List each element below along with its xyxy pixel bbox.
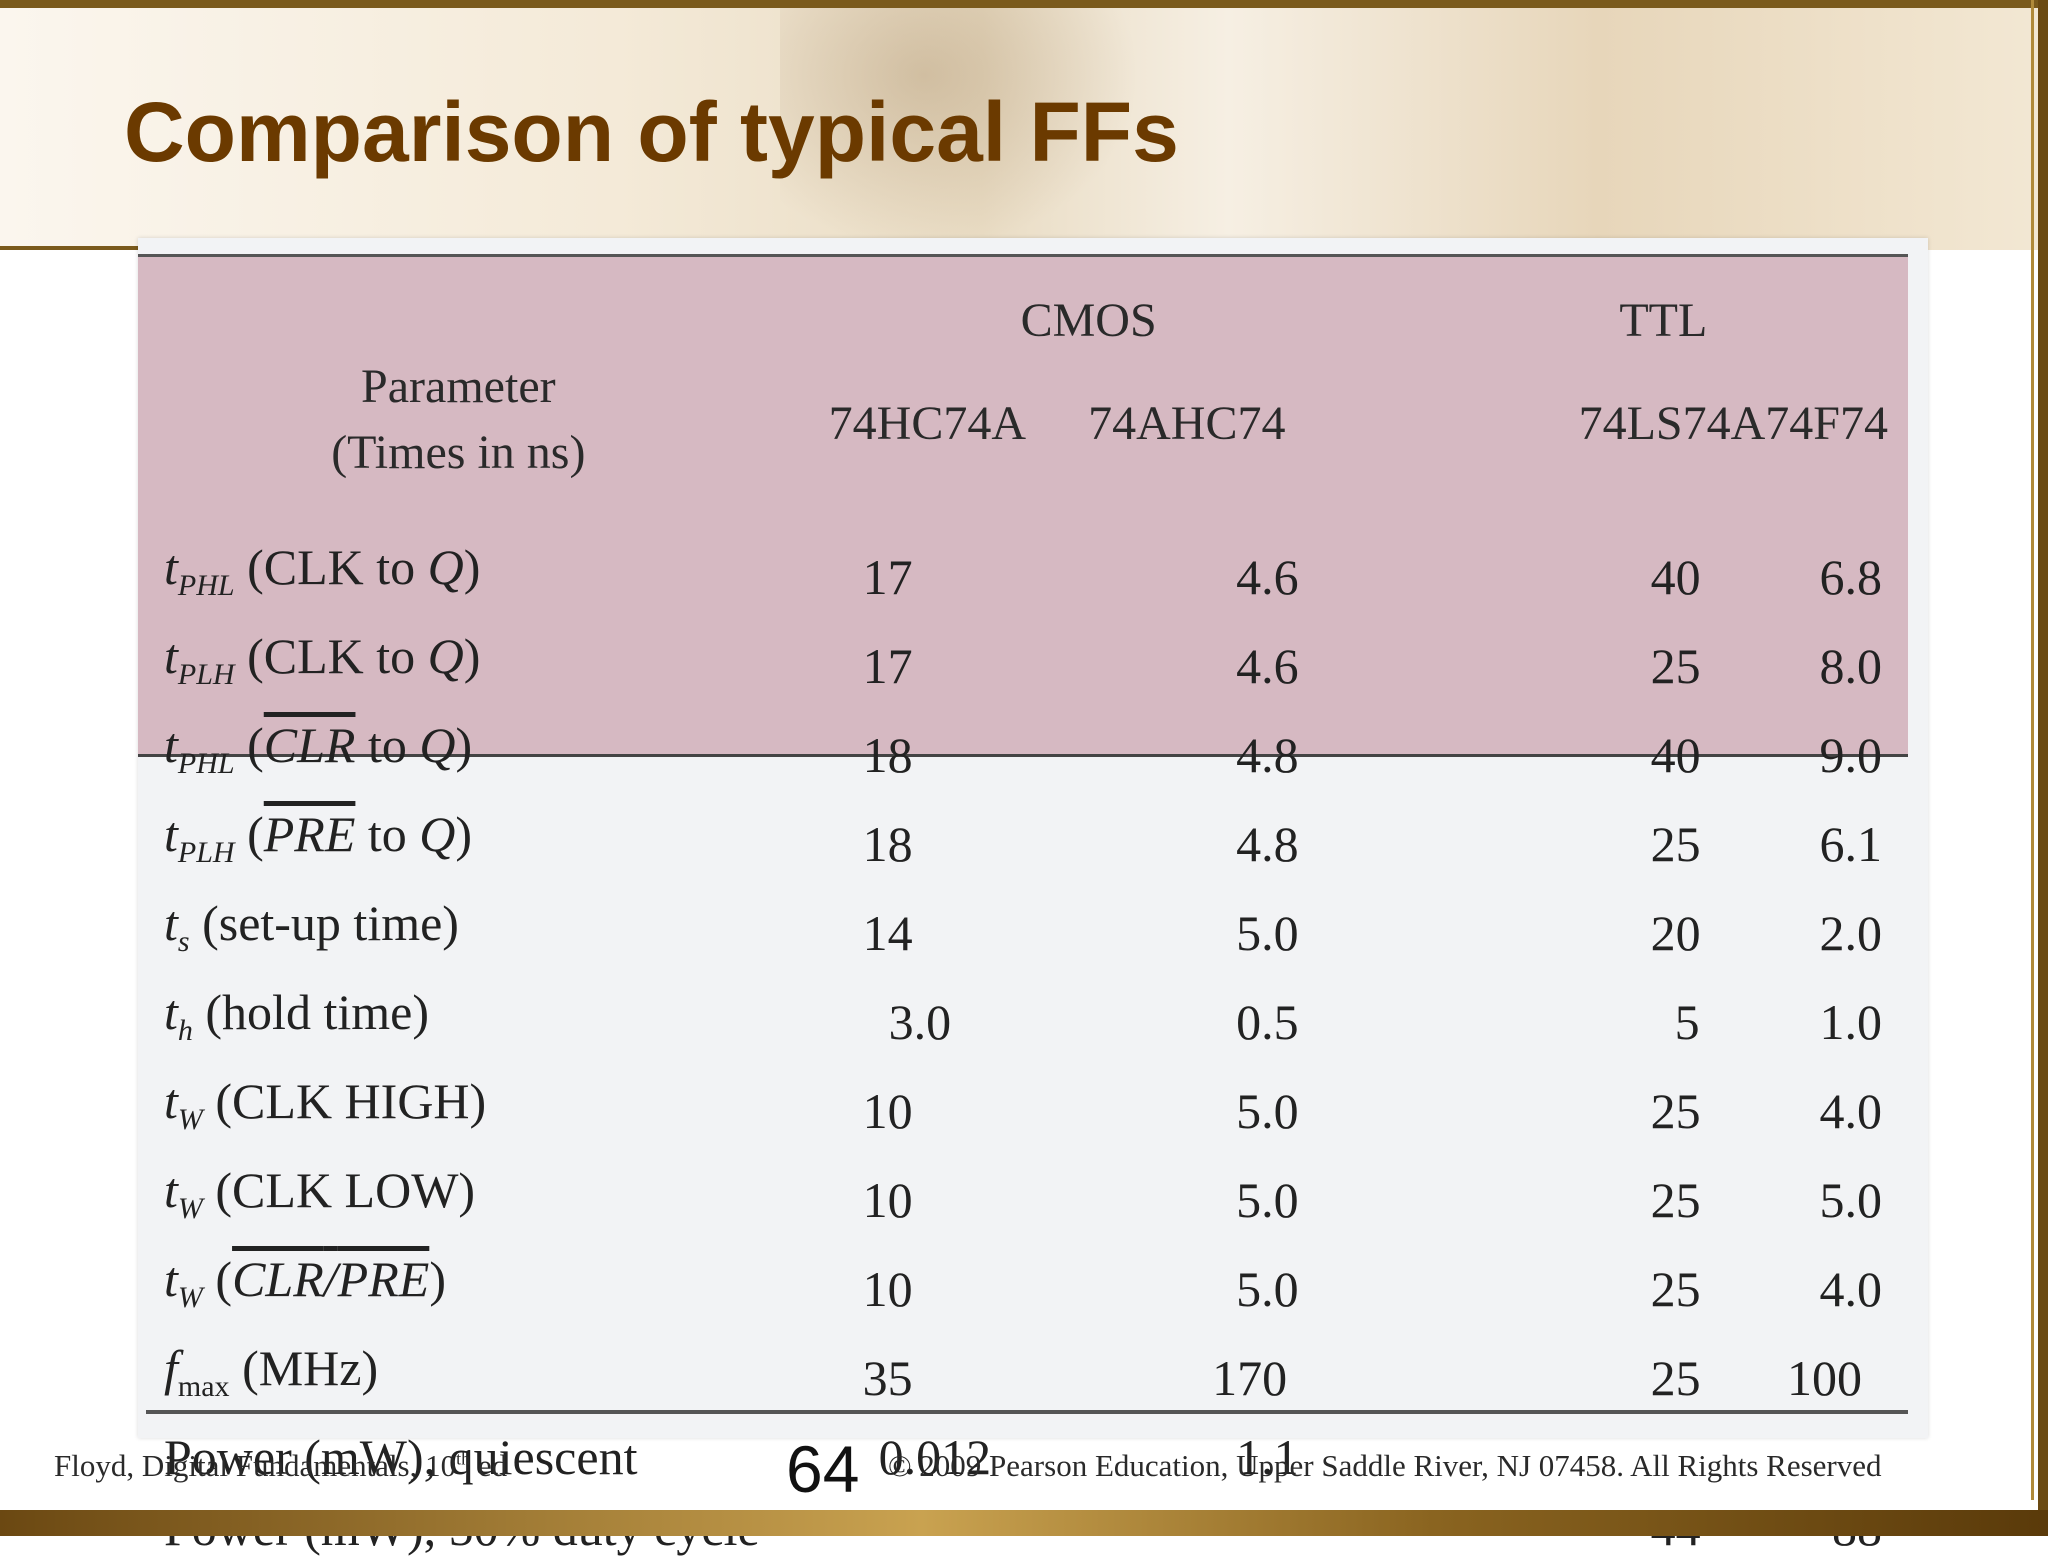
top-border <box>0 0 2048 8</box>
right-border-inner <box>2031 0 2034 1500</box>
cell-74hc74a: 18 <box>779 799 1088 888</box>
cell-74ahc74: 5.0 <box>1088 1155 1358 1244</box>
cell-74ahc74: 4.8 <box>1088 710 1358 799</box>
cell-74hc74a: 10 <box>779 1244 1088 1333</box>
row-label: th (hold time) <box>138 977 779 1066</box>
cell-74hc74a: 17 <box>779 621 1088 710</box>
cell-74ls74a: 40 <box>1359 710 1766 799</box>
col-header-74ls74a: 74LS74A <box>1359 348 1766 498</box>
table-row: ts (set-up time) 14 5.0 20 2.0 <box>138 888 1908 977</box>
cell-74hc74a: 17 <box>779 532 1088 621</box>
table-row: tW (CLK HIGH) 10 5.0 25 4.0 <box>138 1066 1908 1155</box>
ff-comparison-table: Parameter (Times in ns) CMOS TTL 74HC74A… <box>138 238 1908 1563</box>
row-label: tW (CLK LOW) <box>138 1155 779 1244</box>
cell-74hc74a: 3.0 <box>779 977 1088 1066</box>
group-header-cmos: CMOS <box>779 238 1359 348</box>
cell-74f74: 2.0 <box>1765 888 1908 977</box>
cell-74f74: 4.0 <box>1765 1066 1908 1155</box>
cell-74ls74a: 25 <box>1359 1333 1766 1422</box>
cell-74ls74a: 25 <box>1359 799 1766 888</box>
row-label: tPLH (CLK to Q) <box>138 621 779 710</box>
parameter-header-line2: (Times in ns) <box>138 420 779 486</box>
table-row: tPLH (CLK to Q) 17 4.6 25 8.0 <box>138 621 1908 710</box>
cell-74hc74a: 18 <box>779 710 1088 799</box>
row-label: tPLH (PRE to Q) <box>138 799 779 888</box>
cell-74ls74a: 20 <box>1359 888 1766 977</box>
table-row: fmax (MHz) 35 170 25 100 <box>138 1333 1908 1422</box>
cell-74f74: 4.0 <box>1765 1244 1908 1333</box>
footer-citation: Floyd, Digital Fundamentals, 10th ed <box>54 1448 507 1484</box>
row-label: fmax (MHz) <box>138 1333 779 1422</box>
cell-74f74: 1.0 <box>1765 977 1908 1066</box>
cell-74ahc74: 5.0 <box>1088 888 1358 977</box>
cell-74f74: 9.0 <box>1765 710 1908 799</box>
bottom-border <box>0 1510 2048 1536</box>
row-label: tW (CLR/PRE) <box>138 1244 779 1333</box>
table-row: tW (CLR/PRE) 10 5.0 25 4.0 <box>138 1244 1908 1333</box>
cell-74ahc74: 0.5 <box>1088 977 1358 1066</box>
cell-74f74: 6.1 <box>1765 799 1908 888</box>
cell-74f74: 100 <box>1765 1333 1908 1422</box>
cell-74ls74a: 5 <box>1359 977 1766 1066</box>
cell-74ahc74: 4.6 <box>1088 621 1358 710</box>
row-label: tPHL (CLK to Q) <box>138 532 779 621</box>
cell-74ls74a: 25 <box>1359 1155 1766 1244</box>
table-row: tPHL (CLK to Q) 17 4.6 40 6.8 <box>138 532 1908 621</box>
row-label: tW (CLK HIGH) <box>138 1066 779 1155</box>
cell-74f74: 5.0 <box>1765 1155 1908 1244</box>
col-header-74ahc74: 74AHC74 <box>1088 348 1358 498</box>
row-label: ts (set-up time) <box>138 888 779 977</box>
table-row: tPLH (PRE to Q) 18 4.8 25 6.1 <box>138 799 1908 888</box>
cell-74hc74a: 10 <box>779 1066 1088 1155</box>
cell-74ahc74: 5.0 <box>1088 1244 1358 1333</box>
cell-74ahc74: 170 <box>1088 1333 1358 1422</box>
cell-74ls74a: 40 <box>1359 532 1766 621</box>
cell-74ls74a: 25 <box>1359 1244 1766 1333</box>
cell-74ls74a: 25 <box>1359 621 1766 710</box>
parameter-header: Parameter (Times in ns) <box>138 238 779 498</box>
cell-74f74: 6.8 <box>1765 532 1908 621</box>
right-border <box>2038 0 2048 1536</box>
cell-74hc74a: 14 <box>779 888 1088 977</box>
table-row: th (hold time) 3.0 0.5 5 1.0 <box>138 977 1908 1066</box>
table-group-header-row: Parameter (Times in ns) CMOS TTL <box>138 238 1908 348</box>
cell-74hc74a: 35 <box>779 1333 1088 1422</box>
page-number: 64 <box>786 1434 859 1504</box>
col-header-74f74: 74F74 <box>1765 348 1908 498</box>
cell-74ahc74: 4.8 <box>1088 799 1358 888</box>
cell-74ls74a: 25 <box>1359 1066 1766 1155</box>
col-header-74hc74a: 74HC74A <box>779 348 1088 498</box>
cell-74hc74a: 10 <box>779 1155 1088 1244</box>
slide-title: Comparison of typical FFs <box>124 82 1179 182</box>
table-row: tPHL (CLR to Q) 18 4.8 40 9.0 <box>138 710 1908 799</box>
row-label: tPHL (CLR to Q) <box>138 710 779 799</box>
cell-74f74: 8.0 <box>1765 621 1908 710</box>
cell-74ahc74: 4.6 <box>1088 532 1358 621</box>
cell-74ahc74: 5.0 <box>1088 1066 1358 1155</box>
header-rule <box>0 246 140 250</box>
footer-copyright: © 2009 Pearson Education, Upper Saddle R… <box>888 1448 1882 1484</box>
parameter-header-line1: Parameter <box>138 354 779 420</box>
group-header-ttl: TTL <box>1359 238 1908 348</box>
comparison-table-image: Parameter (Times in ns) CMOS TTL 74HC74A… <box>138 238 1928 1438</box>
table-row: tW (CLK LOW) 10 5.0 25 5.0 <box>138 1155 1908 1244</box>
